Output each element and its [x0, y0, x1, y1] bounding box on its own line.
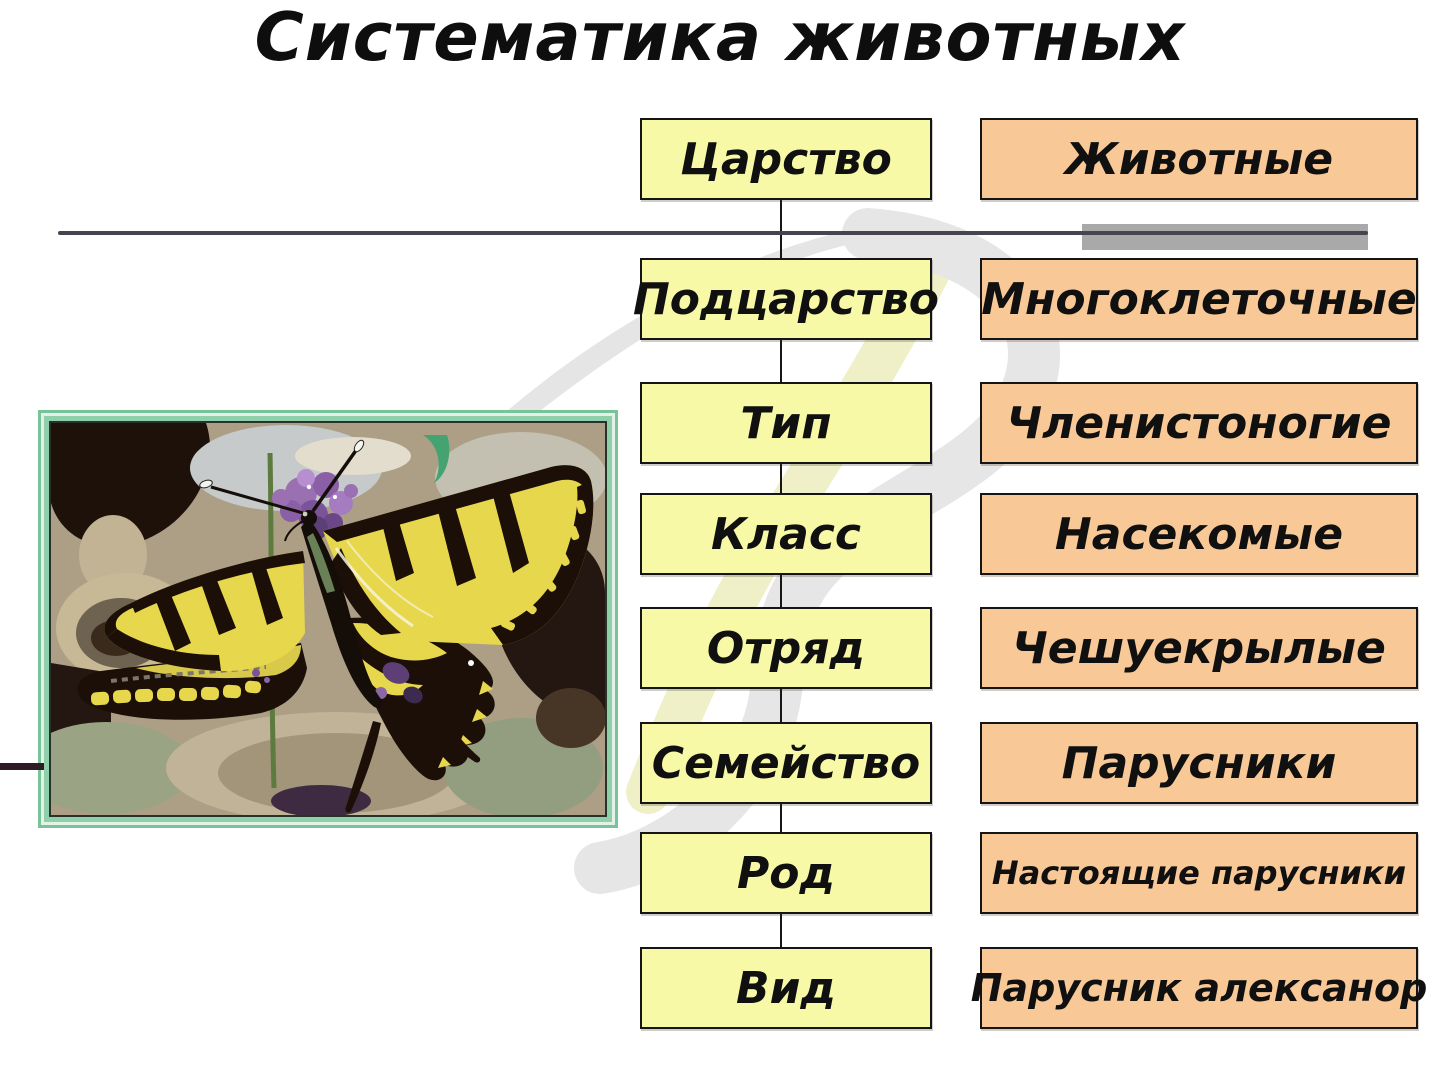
taxon-box-kingdom: Животные [980, 118, 1418, 200]
rank-box-species: Вид [640, 947, 932, 1029]
taxon-box-genus: Настоящие парусники [980, 832, 1418, 914]
page-title: Систематика животных [254, 0, 1186, 76]
rank-box-family: Семейство [640, 722, 932, 804]
butterfly-photo-frame [38, 410, 618, 828]
butterfly-photo [44, 416, 612, 822]
rank-box-order: Отряд [640, 607, 932, 689]
taxon-box-phylum: Членистоногие [980, 382, 1418, 464]
taxon-box-subkingdom: Многоклеточные [980, 258, 1418, 340]
divider-accent-bar [1082, 224, 1368, 250]
butterfly [77, 439, 594, 813]
rank-box-genus: Род [640, 832, 932, 914]
rank-box-class: Класс [640, 493, 932, 575]
taxon-box-species: Парусник алексанор [971, 947, 1427, 1029]
rank-box-kingdom: Царство [640, 118, 932, 200]
taxon-box-family: Парусники [980, 722, 1418, 804]
taxon-box-class: Насекомые [980, 493, 1418, 575]
left-edge-mark [0, 763, 44, 770]
taxon-box-order: Чешуекрылые [980, 607, 1418, 689]
rank-box-subkingdom: Подцарство [633, 258, 939, 340]
swallowtail-butterfly-illustration [51, 423, 605, 815]
divider-line [58, 231, 1368, 235]
rank-box-phylum: Тип [640, 382, 932, 464]
